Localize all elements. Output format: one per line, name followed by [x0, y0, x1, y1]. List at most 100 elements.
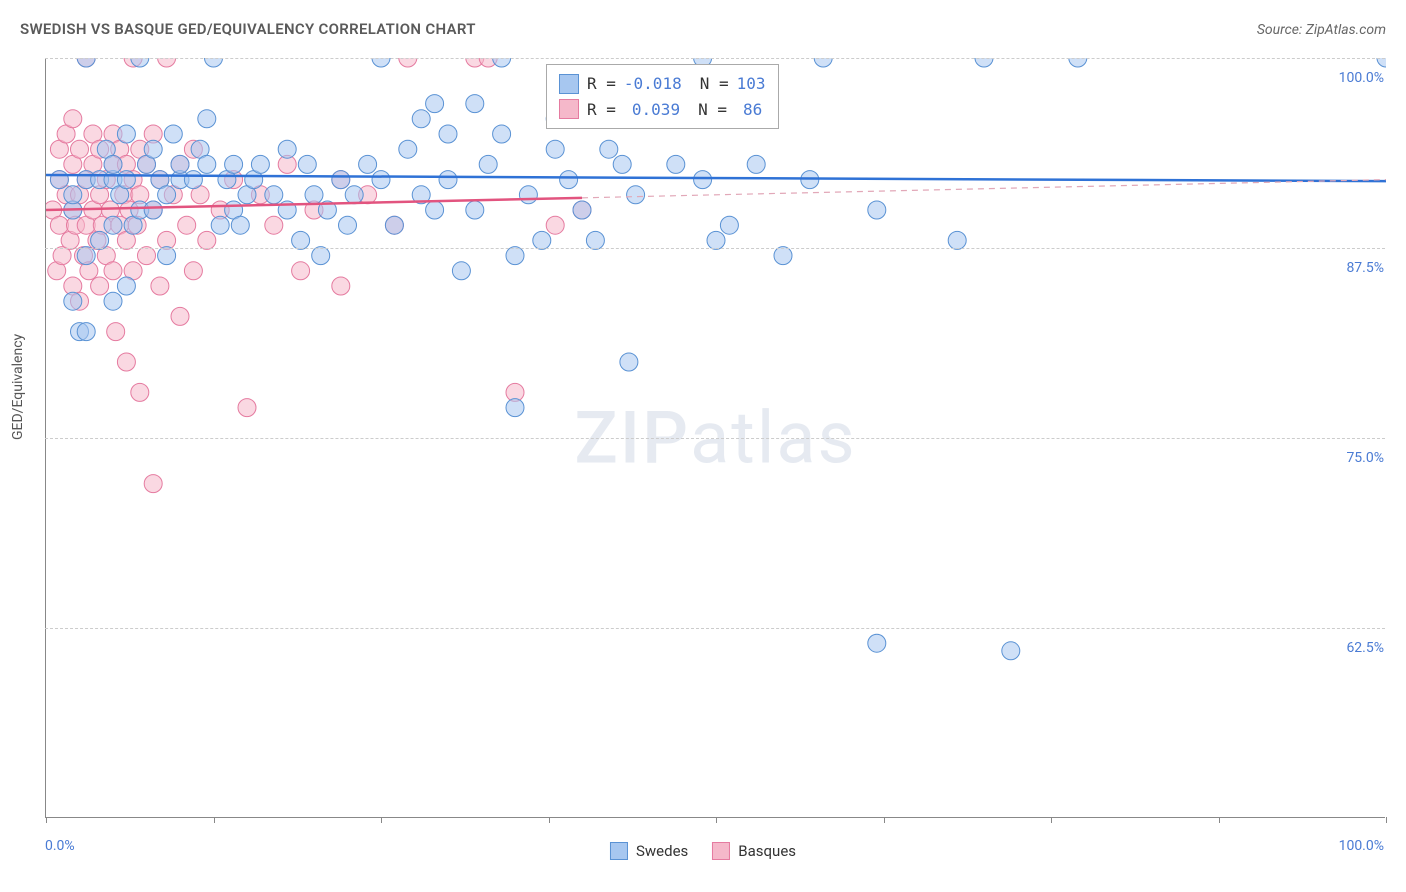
legend-item-series2: Basques — [712, 842, 796, 860]
scatter-point-series1 — [265, 186, 283, 204]
swatch-series1-icon — [559, 74, 579, 94]
scatter-point-series2 — [138, 247, 156, 265]
r-label-2: R = — [587, 97, 616, 123]
x-tick — [884, 817, 885, 823]
legend-label-series2: Basques — [738, 842, 796, 860]
scatter-point-series1 — [117, 125, 135, 143]
scatter-point-series2 — [50, 216, 68, 234]
scatter-point-series1 — [975, 58, 993, 67]
y-tick-label: 87.5% — [1346, 260, 1384, 276]
n-label-2: N = — [698, 97, 727, 123]
scatter-point-series1 — [620, 353, 638, 371]
scatter-point-series1 — [466, 95, 484, 113]
scatter-point-series1 — [1377, 58, 1386, 67]
stats-row-series1: R = -0.018 N = 103 — [559, 71, 766, 97]
y-tick-label: 100.0% — [1339, 70, 1384, 86]
legend-label-series1: Swedes — [636, 842, 688, 860]
scatter-point-series1 — [412, 110, 430, 128]
scatter-point-series1 — [573, 201, 591, 219]
scatter-point-series1 — [104, 155, 122, 173]
stats-legend-box: R = -0.018 N = 103 R = 0.039 N = 86 — [546, 64, 779, 129]
scatter-point-series1 — [560, 171, 578, 189]
scatter-point-series1 — [104, 292, 122, 310]
scatter-point-series1 — [198, 155, 216, 173]
scatter-point-series1 — [184, 171, 202, 189]
scatter-point-series1 — [372, 58, 390, 67]
x-axis-max-label: 100.0% — [1339, 838, 1384, 854]
scatter-point-series1 — [493, 125, 511, 143]
y-tick-label: 75.0% — [1346, 450, 1384, 466]
scatter-point-series1 — [426, 95, 444, 113]
scatter-point-series2 — [238, 399, 256, 417]
scatter-point-series1 — [164, 125, 182, 143]
scatter-point-series1 — [466, 201, 484, 219]
scatter-point-series2 — [151, 277, 169, 295]
scatter-point-series1 — [506, 247, 524, 265]
scatter-point-series1 — [506, 399, 524, 417]
scatter-point-series1 — [339, 216, 357, 234]
scatter-point-series1 — [586, 231, 604, 249]
scatter-point-series2 — [117, 353, 135, 371]
scatter-point-series2 — [292, 262, 310, 280]
scatter-point-series1 — [479, 155, 497, 173]
scatter-point-series1 — [50, 171, 68, 189]
x-tick — [46, 817, 47, 823]
scatter-point-series2 — [91, 277, 109, 295]
scatter-point-series1 — [292, 231, 310, 249]
scatter-point-series1 — [1002, 642, 1020, 660]
series1-r-value: -0.018 — [624, 71, 682, 97]
scatter-point-series1 — [533, 231, 551, 249]
scatter-point-series1 — [868, 201, 886, 219]
scatter-point-series1 — [948, 231, 966, 249]
scatter-point-series1 — [359, 155, 377, 173]
scatter-point-series1 — [104, 216, 122, 234]
x-tick — [381, 817, 382, 823]
scatter-point-series1 — [91, 231, 109, 249]
scatter-point-series1 — [493, 58, 511, 67]
swatch-series2-icon — [559, 99, 579, 119]
scatter-point-series1 — [298, 155, 316, 173]
scatter-point-series1 — [868, 634, 886, 652]
scatter-point-series1 — [64, 292, 82, 310]
scatter-point-series1 — [77, 323, 95, 341]
scatter-point-series2 — [265, 216, 283, 234]
scatter-point-series2 — [131, 383, 149, 401]
scatter-point-series1 — [158, 186, 176, 204]
gridline-h — [45, 628, 1385, 629]
scatter-point-series1 — [345, 186, 363, 204]
x-tick — [1051, 817, 1052, 823]
scatter-point-series1 — [251, 155, 269, 173]
scatter-point-series1 — [720, 216, 738, 234]
scatter-point-series2 — [71, 140, 89, 158]
series1-n-value: 103 — [737, 71, 766, 97]
x-tick — [1386, 817, 1387, 823]
scatter-point-series1 — [278, 140, 296, 158]
scatter-point-series1 — [694, 171, 712, 189]
x-axis-min-label: 0.0% — [45, 838, 75, 854]
scatter-point-series1 — [452, 262, 470, 280]
scatter-point-series2 — [546, 216, 564, 234]
scatter-point-series1 — [613, 155, 631, 173]
scatter-point-series2 — [107, 323, 125, 341]
scatter-point-series1 — [211, 216, 229, 234]
scatter-point-series2 — [332, 277, 350, 295]
scatter-point-series1 — [171, 155, 189, 173]
scatter-point-series1 — [144, 140, 162, 158]
scatter-point-series1 — [198, 110, 216, 128]
legend-swatch-series1-icon — [610, 842, 628, 860]
scatter-point-series1 — [117, 277, 135, 295]
scatter-point-series1 — [305, 186, 323, 204]
gridline-h — [45, 58, 1385, 59]
source-credit: Source: ZipAtlas.com — [1257, 22, 1386, 38]
scatter-point-series1 — [399, 140, 417, 158]
scatter-point-series1 — [64, 186, 82, 204]
scatter-point-series1 — [312, 247, 330, 265]
bottom-legend: Swedes Basques — [610, 842, 796, 860]
scatter-point-series1 — [426, 201, 444, 219]
scatter-point-series1 — [774, 247, 792, 265]
chart-title: SWEDISH VS BASQUE GED/EQUIVALENCY CORREL… — [20, 20, 476, 38]
x-tick — [214, 817, 215, 823]
scatter-point-series2 — [64, 110, 82, 128]
scatter-point-series2 — [399, 58, 417, 67]
y-tick-label: 62.5% — [1346, 640, 1384, 656]
